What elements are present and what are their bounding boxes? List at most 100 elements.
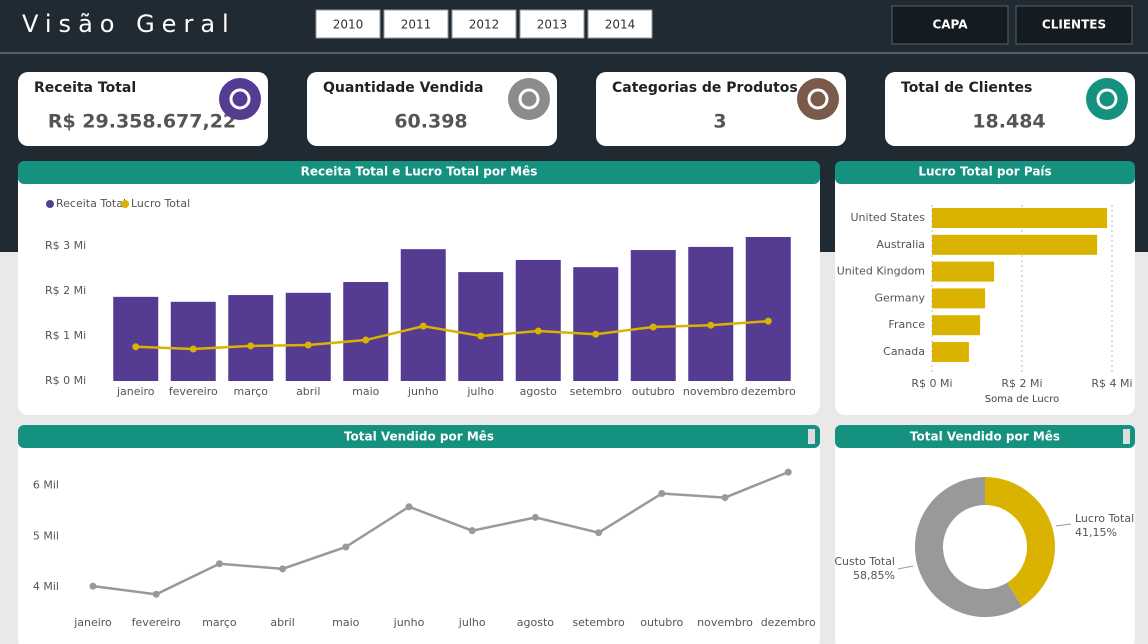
x-tick-label: outubro: [632, 385, 675, 398]
bar: [932, 234, 1098, 255]
point: [784, 468, 792, 476]
x-tick-label: março: [202, 616, 237, 629]
bar: [688, 246, 734, 381]
bar: [932, 315, 981, 336]
bar: [932, 288, 986, 309]
slice-value: 41,15%: [1075, 526, 1117, 539]
bar: [515, 259, 561, 381]
donut-slice: [985, 477, 1055, 607]
point: [534, 327, 542, 335]
x-tick-label: abril: [296, 385, 320, 398]
kpi-icon: [508, 78, 550, 120]
kpi-card: [596, 72, 846, 146]
kpi-icon-glyph: [229, 88, 251, 110]
kpi-card: [885, 72, 1135, 146]
panels: [18, 161, 1135, 644]
year-label: 2012: [469, 18, 500, 32]
nav-button[interactable]: [891, 5, 1009, 45]
x-tick-label: novembro: [697, 616, 753, 629]
y-tick-label: 5 Mil: [33, 529, 59, 542]
slice-label: Lucro Total: [1075, 512, 1134, 525]
bar: [228, 295, 274, 381]
x-tick-label: agosto: [520, 385, 557, 398]
year-button[interactable]: [587, 9, 653, 39]
x-tick-label: maio: [332, 616, 360, 629]
x-tick-label: junho: [393, 616, 425, 629]
x-tick-label: novembro: [683, 385, 739, 398]
y-tick-label: Canada: [883, 345, 925, 358]
scroll-thumb: [808, 429, 815, 444]
point: [152, 590, 160, 598]
legend-dot: [121, 200, 129, 208]
x-tick-label: R$ 0 Mi: [911, 377, 952, 390]
x-tick-label: junho: [407, 385, 439, 398]
y-tick-label: Germany: [874, 291, 925, 304]
x-axis-label: Soma de Lucro: [985, 394, 1059, 405]
scroll-thumb: [1123, 429, 1130, 444]
x-tick-label: fevereiro: [132, 616, 181, 629]
x-tick-label: maio: [352, 385, 380, 398]
x-tick-label: agosto: [517, 616, 554, 629]
y-tick-label: R$ 2 Mi: [45, 284, 86, 297]
kpi-value: 18.484: [972, 111, 1045, 133]
nav-button[interactable]: [1015, 5, 1133, 45]
year-button[interactable]: [451, 9, 517, 39]
point: [215, 560, 223, 568]
x-tick-label: julho: [466, 385, 494, 398]
line: [135, 319, 769, 351]
y-tick-label: R$ 1 Mi: [45, 329, 86, 342]
line: [92, 470, 789, 596]
point: [721, 494, 729, 502]
point: [531, 513, 539, 521]
point: [468, 527, 476, 535]
leader-line: [897, 565, 914, 570]
leader-line: [1055, 523, 1072, 527]
point: [592, 330, 600, 338]
bar: [458, 272, 504, 381]
year-button[interactable]: [383, 9, 449, 39]
point: [304, 341, 312, 349]
point: [658, 490, 666, 498]
kpi-card: [18, 72, 268, 146]
x-tick-label: janeiro: [116, 385, 155, 398]
point: [89, 582, 97, 590]
point: [189, 345, 197, 353]
year-label: 2011: [401, 18, 432, 32]
x-tick-label: março: [233, 385, 268, 398]
point: [342, 543, 350, 551]
bar: [932, 208, 1108, 228]
y-tick-label: R$ 0 Mi: [45, 374, 86, 387]
kpi-icon: [1086, 78, 1128, 120]
y-tick-label: Australia: [876, 238, 925, 251]
nav-label: CAPA: [932, 18, 968, 32]
panel: [835, 161, 1135, 415]
point: [764, 317, 772, 325]
point: [132, 343, 140, 351]
year-button[interactable]: [315, 9, 381, 39]
bar: [932, 261, 995, 282]
y-tick-label: France: [888, 318, 925, 331]
bar: [573, 267, 619, 381]
kpi-value: 60.398: [394, 111, 467, 133]
year-label: 2013: [537, 18, 568, 32]
x-tick-label: outubro: [640, 616, 683, 629]
point: [707, 321, 715, 329]
panel-header: [18, 425, 820, 448]
x-tick-label: R$ 2 Mi: [1001, 377, 1042, 390]
kpi-icon-glyph: [1096, 88, 1118, 110]
page-title: Visão Geral: [22, 10, 236, 38]
panel: [835, 425, 1135, 644]
year-label: 2010: [333, 18, 364, 32]
x-tick-label: julho: [458, 616, 486, 629]
chart-title: Receita Total e Lucro Total por Mês: [301, 165, 538, 179]
chart-title: Total Vendido por Mês: [910, 430, 1060, 444]
nav-label: CLIENTES: [1042, 18, 1106, 32]
kpi-title: Categorias de Produtos: [612, 80, 798, 96]
kpi-value: 3: [713, 111, 726, 133]
bar: [343, 282, 389, 381]
legend-dot: [46, 200, 54, 208]
point: [279, 565, 287, 573]
year-button[interactable]: [519, 9, 585, 39]
point: [649, 323, 657, 331]
panel-header: [18, 161, 820, 184]
